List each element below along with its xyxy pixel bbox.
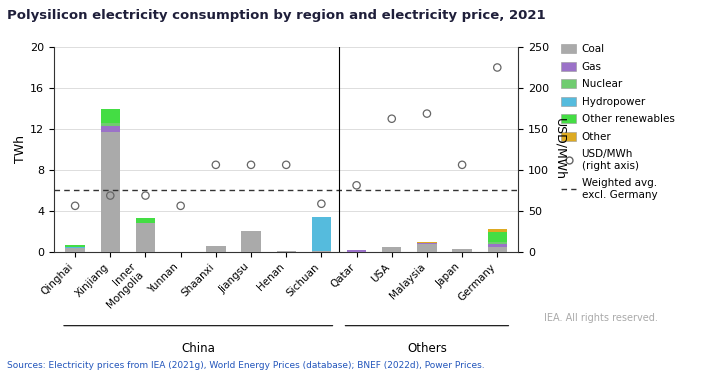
Y-axis label: TWh: TWh — [14, 135, 27, 164]
Point — [315, 201, 327, 207]
Point — [210, 162, 222, 168]
Point — [281, 162, 292, 168]
Bar — [382, 247, 402, 252]
Bar — [487, 232, 507, 242]
Legend: Coal, Gas, Nuclear, Hydropower, Other renewables, Other, USD/MWh
(right axis), W: Coal, Gas, Nuclear, Hydropower, Other re… — [561, 44, 675, 200]
Bar — [312, 217, 331, 251]
Bar — [487, 244, 507, 247]
Bar — [347, 250, 366, 252]
Text: Sources: Electricity prices from IEA (2021g), World Energy Prices (database); BN: Sources: Electricity prices from IEA (20… — [7, 361, 485, 370]
Bar — [487, 247, 507, 252]
Bar — [66, 245, 85, 247]
Bar — [418, 242, 436, 243]
Bar — [66, 248, 85, 252]
Point — [140, 193, 151, 199]
Bar — [276, 251, 296, 252]
Bar — [241, 230, 261, 231]
Y-axis label: USD/MWh: USD/MWh — [553, 118, 566, 180]
Bar — [66, 247, 85, 248]
Point — [492, 65, 503, 71]
Bar — [101, 132, 120, 252]
Point — [386, 116, 397, 122]
Bar — [101, 123, 120, 126]
Point — [456, 162, 468, 168]
Bar — [101, 126, 120, 132]
Bar — [136, 223, 155, 252]
Text: China: China — [181, 342, 215, 355]
Bar — [241, 231, 261, 252]
Bar — [136, 218, 155, 223]
Bar — [452, 249, 472, 252]
Bar — [418, 243, 436, 244]
Bar — [206, 246, 225, 252]
Point — [421, 111, 433, 117]
Text: Polysilicon electricity consumption by region and electricity price, 2021: Polysilicon electricity consumption by r… — [7, 9, 546, 23]
Bar — [312, 251, 331, 252]
Point — [175, 203, 186, 209]
Point — [104, 193, 116, 199]
Bar — [101, 109, 120, 123]
Bar — [487, 242, 507, 244]
Point — [246, 162, 257, 168]
Point — [351, 182, 362, 188]
Point — [69, 203, 81, 209]
Bar — [418, 244, 436, 252]
Bar — [487, 229, 507, 232]
Text: IEA. All rights reserved.: IEA. All rights reserved. — [544, 313, 657, 323]
Text: Others: Others — [407, 342, 447, 355]
